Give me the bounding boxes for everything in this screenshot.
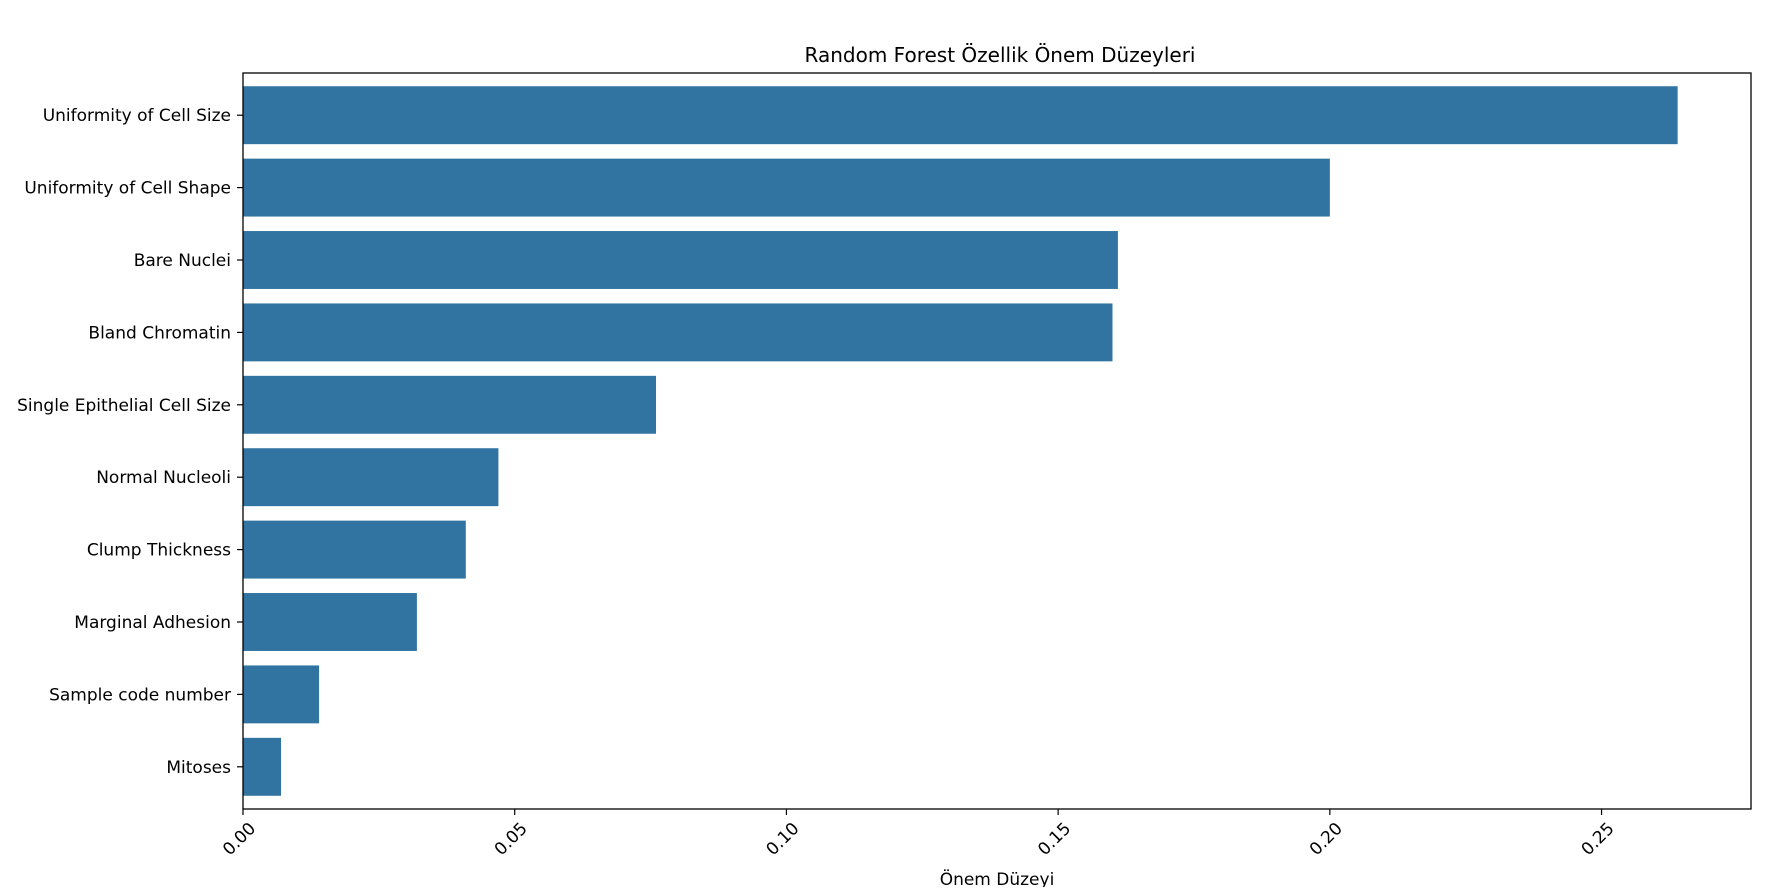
x-tick-label-3: 0.15 — [1034, 819, 1075, 860]
y-tick-label-4: Single Epithelial Cell Size — [17, 396, 231, 416]
bar-5 — [243, 448, 499, 507]
y-tick-label-5: Normal Nucleoli — [96, 468, 231, 488]
x-tick-label-4: 0.20 — [1306, 819, 1347, 860]
y-tick-label-6: Clump Thickness — [87, 541, 231, 561]
y-tick-label-8: Sample code number — [49, 685, 231, 705]
y-tick-label-7: Marginal Adhesion — [74, 613, 231, 633]
x-axis: 0.00 0.05 0.10 0.15 0.20 0.25 — [219, 809, 1619, 860]
bar-8 — [243, 665, 320, 724]
y-tick-label-0: Uniformity of Cell Size — [43, 106, 231, 126]
y-tick-label-9: Mitoses — [166, 758, 231, 778]
bar-1 — [243, 158, 1330, 217]
bar-3 — [243, 303, 1113, 362]
x-tick-label-0: 0.00 — [219, 819, 260, 860]
x-tick-label-2: 0.10 — [763, 819, 804, 860]
y-tick-label-2: Bare Nuclei — [134, 251, 231, 271]
bar-6 — [243, 520, 466, 579]
bar-2 — [243, 231, 1118, 289]
x-axis-label: Önem Düzeyi — [940, 868, 1055, 887]
y-tick-label-3: Bland Chromatin — [88, 323, 231, 343]
bar-7 — [243, 593, 417, 651]
x-tick-label-5: 0.25 — [1578, 819, 1619, 860]
chart-title: Random Forest Özellik Önem Düzeyleri — [805, 43, 1196, 67]
bars-layer — [243, 86, 1678, 796]
x-tick-label-1: 0.05 — [491, 819, 532, 860]
bar-0 — [243, 86, 1678, 145]
y-axis: Uniformity of Cell Size Uniformity of Cel… — [17, 106, 243, 778]
bar-4 — [243, 375, 657, 434]
y-tick-label-1: Uniformity of Cell Shape — [24, 179, 231, 199]
plot-frame — [242, 72, 1752, 810]
bar-9 — [243, 737, 282, 796]
